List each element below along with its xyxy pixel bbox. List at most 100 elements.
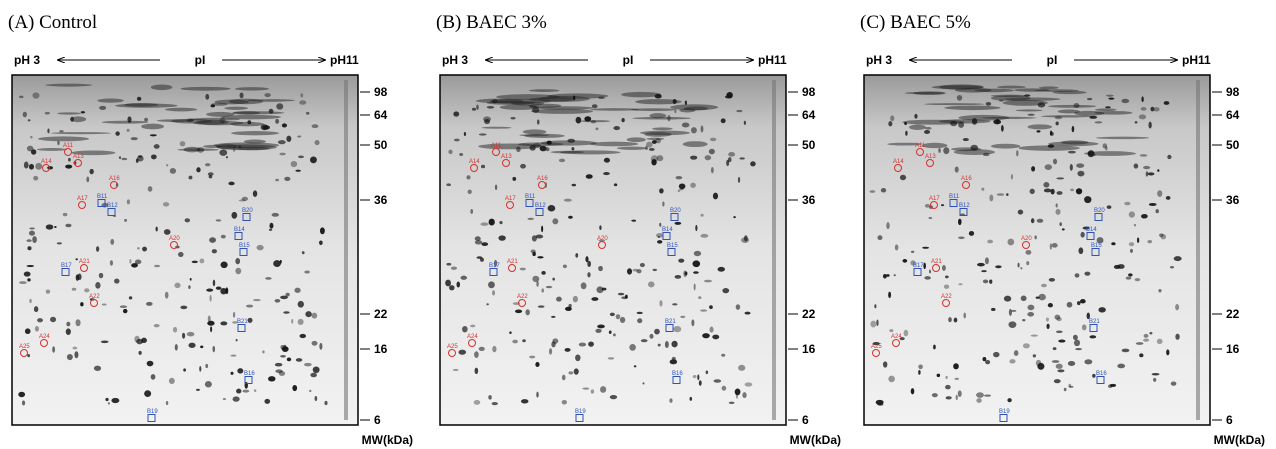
spot-marker	[962, 181, 970, 189]
protein-spot	[131, 263, 138, 268]
protein-spot	[1143, 165, 1151, 170]
spot-marker	[78, 201, 86, 209]
protein-spot	[86, 176, 90, 183]
spot-label: B15	[667, 243, 678, 249]
protein-spot	[537, 305, 545, 308]
protein-spot	[128, 296, 133, 300]
protein-spot	[1051, 360, 1060, 363]
mw-label: 64	[1226, 108, 1240, 122]
protein-spot	[299, 333, 307, 339]
protein-spot	[56, 242, 62, 245]
protein-spot	[876, 319, 879, 327]
protein-spot	[1016, 150, 1019, 157]
protein-spot	[982, 152, 990, 157]
mw-label: 16	[374, 342, 388, 356]
spot-marker	[959, 208, 968, 216]
band	[37, 136, 90, 142]
band	[1015, 109, 1043, 112]
spot-label: A14	[469, 159, 480, 165]
protein-spot	[963, 312, 967, 319]
spot-label: A20	[169, 236, 180, 242]
protein-spot	[584, 116, 592, 122]
spot-marker	[926, 159, 934, 167]
spot-label: B16	[244, 371, 255, 377]
protein-spot	[35, 162, 43, 170]
spot-label: A24	[467, 334, 478, 340]
protein-spot	[1081, 324, 1087, 331]
protein-spot	[238, 145, 242, 149]
spot-label: A17	[929, 196, 940, 202]
protein-spot	[551, 341, 556, 348]
mw-label: 36	[1226, 193, 1240, 207]
protein-spot	[941, 265, 946, 271]
protein-spot	[598, 239, 606, 242]
protein-spot	[1069, 163, 1073, 171]
protein-spot	[1031, 166, 1036, 172]
protein-spot	[591, 297, 599, 301]
protein-spot	[669, 398, 673, 403]
protein-spot	[681, 122, 690, 128]
protein-spot	[24, 328, 31, 335]
protein-spot	[652, 268, 657, 272]
protein-spot	[59, 130, 64, 133]
protein-spot	[931, 393, 938, 398]
protein-spot	[571, 147, 575, 151]
protein-spot	[122, 308, 128, 314]
protein-spot	[651, 159, 657, 166]
band	[938, 119, 991, 124]
protein-spot	[311, 124, 319, 129]
protein-spot	[220, 234, 226, 239]
protein-spot	[1011, 309, 1017, 312]
protein-spot	[726, 91, 733, 99]
ph-right: pH11	[758, 53, 787, 67]
protein-spot	[200, 345, 204, 349]
protein-spot	[286, 135, 292, 142]
protein-spot	[480, 257, 484, 262]
protein-spot	[532, 251, 536, 257]
protein-spot	[1047, 303, 1053, 308]
band	[535, 106, 594, 110]
protein-spot	[80, 302, 84, 307]
spot-marker	[672, 376, 681, 384]
protein-spot	[981, 187, 985, 191]
protein-spot	[492, 290, 496, 296]
protein-spot	[564, 348, 571, 352]
band	[221, 114, 282, 120]
protein-spot	[230, 371, 234, 375]
protein-spot	[734, 388, 741, 396]
protein-spot	[1136, 237, 1140, 243]
spot-marker	[97, 199, 106, 207]
protein-spot	[458, 349, 467, 355]
protein-spot	[232, 311, 236, 318]
protein-spot	[1008, 321, 1017, 329]
protein-spot	[945, 384, 951, 390]
mw-label: 36	[374, 193, 388, 207]
protein-spot	[99, 105, 107, 110]
protein-spot	[28, 230, 35, 236]
protein-spot	[57, 140, 60, 146]
protein-spot	[480, 222, 489, 226]
spot-marker	[1086, 232, 1095, 240]
protein-spot	[1041, 283, 1047, 288]
protein-spot	[1151, 373, 1160, 376]
protein-spot	[1052, 347, 1057, 351]
protein-spot	[1056, 177, 1065, 180]
band	[499, 104, 540, 110]
protein-spot	[598, 265, 603, 272]
protein-spot	[165, 401, 169, 406]
mw-label: 16	[1226, 342, 1240, 356]
spot-label: B16	[672, 371, 683, 377]
protein-spot	[535, 362, 540, 367]
protein-spot	[209, 294, 212, 302]
protein-spot	[568, 215, 573, 219]
protein-spot	[191, 260, 198, 264]
band	[909, 124, 926, 130]
protein-spot	[955, 394, 958, 401]
protein-spot	[700, 309, 708, 312]
spot-marker	[538, 181, 546, 189]
spot-marker	[932, 264, 940, 272]
spot-marker	[492, 148, 500, 156]
band	[1084, 151, 1136, 156]
protein-spot	[305, 111, 310, 115]
protein-spot	[1159, 233, 1164, 238]
